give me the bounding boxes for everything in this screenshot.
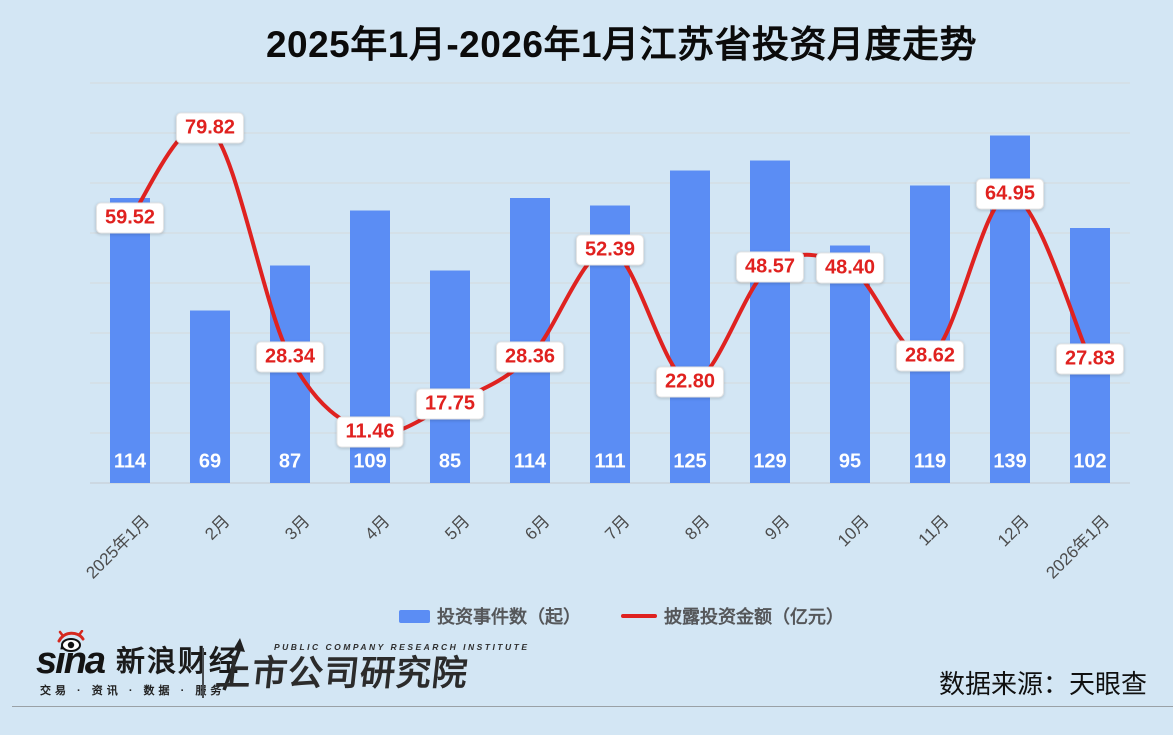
pcri-arrow-icon (222, 638, 245, 691)
legend-bar-swatch (399, 609, 430, 623)
legend-item-bar-series[interactable]: 投资事件数（起） (399, 603, 581, 629)
bar (430, 270, 470, 483)
bar (670, 170, 710, 483)
legend: 投资事件数（起） 披露投资金额（亿元） (70, 603, 1173, 629)
legend-line-swatch (621, 614, 657, 618)
sina-brand-text: 新浪财经 (116, 646, 241, 678)
bar (190, 310, 230, 483)
legend-item-line-series[interactable]: 披露投资金额（亿元） (621, 603, 844, 629)
footer: sina 新浪财经 交易 · 资讯 · 数据 · 服务 PUBLIC COMPA… (0, 630, 1173, 735)
pcri-subtitle: PUBLIC COMPANY RESEARCH INSTITUTE (274, 642, 530, 652)
footer-rule (12, 706, 1173, 707)
bar (910, 185, 950, 483)
bar (590, 205, 630, 483)
pcri-logo: PUBLIC COMPANY RESEARCH INSTITUTE 上市公司研究… (214, 638, 530, 694)
data-source: 数据来源：天眼查 (938, 669, 1147, 699)
chart-title: 2025年1月-2026年1月江苏省投资月度走势 (265, 24, 978, 65)
footer-logo-divider (202, 648, 204, 698)
sina-eye-icon (57, 630, 85, 652)
sina-logo-wordmark: sina (36, 630, 106, 680)
bar (270, 265, 310, 483)
sina-finance-logo: sina 新浪财经 交易 · 资讯 · 数据 · 服务 (36, 630, 241, 698)
bar (990, 135, 1030, 483)
bar (830, 245, 870, 483)
bar (350, 210, 390, 483)
legend-line-label: 披露投资金额（亿元） (664, 607, 844, 627)
bar (110, 198, 150, 483)
sina-tagline: 交易 · 资讯 · 数据 · 服务 (40, 685, 226, 697)
pcri-title: 上市公司研究院 (214, 654, 471, 693)
legend-bar-label: 投资事件数（起） (437, 607, 581, 627)
bar (750, 160, 790, 483)
